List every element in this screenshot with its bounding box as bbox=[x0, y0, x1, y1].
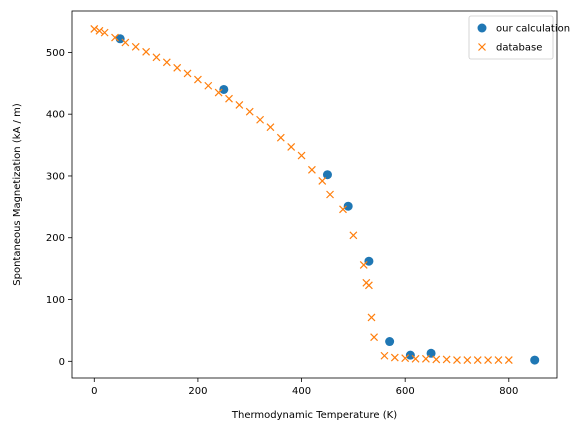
data-point-x bbox=[411, 354, 420, 363]
y-tick-label: 200 bbox=[46, 233, 65, 244]
x-tick-label: 600 bbox=[396, 386, 415, 397]
data-point-circle bbox=[219, 84, 229, 94]
data-point-x bbox=[276, 133, 285, 142]
data-point-x bbox=[111, 33, 119, 42]
plot-marks bbox=[90, 24, 540, 365]
data-point-x bbox=[152, 53, 161, 62]
data-point-x bbox=[367, 313, 376, 322]
data-point-x bbox=[318, 176, 327, 185]
legend: our calculation database bbox=[468, 15, 570, 60]
data-point-circle bbox=[405, 350, 415, 360]
data-point-x bbox=[364, 281, 373, 290]
legend-marker bbox=[477, 23, 487, 33]
x-axis-ticks: 0 200 400 600 800 bbox=[91, 378, 518, 397]
y-axis-ticks: 0 100 200 300 400 500 bbox=[46, 48, 72, 368]
data-point-x bbox=[131, 42, 140, 51]
data-point-x bbox=[442, 355, 451, 364]
data-point-x bbox=[121, 38, 130, 47]
x-axis-label: Thermodynamic Temperature (K) bbox=[231, 410, 397, 421]
legend-label: our calculation bbox=[496, 24, 570, 35]
x-tick-label: 200 bbox=[188, 386, 207, 397]
data-point-x bbox=[100, 28, 109, 37]
y-tick-label: 400 bbox=[46, 110, 65, 121]
data-point-x bbox=[256, 115, 265, 124]
series-database bbox=[90, 24, 513, 365]
data-point-x bbox=[349, 231, 358, 240]
data-point-circle bbox=[343, 201, 353, 211]
legend-items: our calculation database bbox=[477, 23, 570, 54]
data-point-x bbox=[421, 354, 430, 363]
data-point-x bbox=[380, 351, 389, 360]
data-point-x bbox=[401, 354, 410, 363]
data-point-circle bbox=[385, 337, 395, 347]
x-tick-label: 800 bbox=[499, 386, 518, 397]
y-axis-label: Spontaneous Magnetization (kA / m) bbox=[12, 103, 23, 286]
data-point-x bbox=[494, 356, 503, 365]
data-point-x bbox=[504, 356, 513, 365]
data-point-x bbox=[235, 100, 244, 109]
data-point-x bbox=[432, 355, 441, 364]
data-point-x bbox=[204, 81, 213, 90]
x-tick-label: 0 bbox=[91, 386, 97, 397]
data-point-circle bbox=[322, 170, 332, 180]
data-point-x bbox=[359, 261, 368, 269]
data-point-x bbox=[463, 356, 472, 365]
data-point-x bbox=[245, 107, 254, 116]
data-point-x bbox=[214, 88, 223, 97]
data-point-x bbox=[307, 165, 316, 174]
data-point-x bbox=[453, 356, 461, 365]
data-point-x bbox=[287, 143, 296, 151]
legend-marker bbox=[478, 43, 486, 51]
data-point-x bbox=[95, 26, 104, 35]
data-point-x bbox=[326, 190, 334, 199]
data-point-x bbox=[193, 75, 202, 84]
data-point-x bbox=[173, 63, 182, 72]
data-point-x bbox=[183, 69, 192, 78]
data-point-x bbox=[162, 58, 171, 67]
data-point-x bbox=[142, 47, 151, 56]
y-tick-label: 500 bbox=[46, 48, 65, 59]
data-point-x bbox=[297, 151, 306, 160]
data-point-x bbox=[266, 123, 275, 132]
data-point-x bbox=[339, 205, 347, 214]
data-point-x bbox=[90, 24, 99, 33]
data-point-x bbox=[484, 356, 493, 365]
data-point-circle bbox=[364, 256, 374, 266]
data-point-x bbox=[370, 333, 379, 342]
legend-label: database bbox=[496, 43, 542, 54]
y-tick-label: 100 bbox=[46, 295, 65, 306]
data-point-circle bbox=[530, 355, 540, 365]
x-tick-label: 400 bbox=[292, 386, 311, 397]
y-tick-label: 300 bbox=[46, 171, 65, 182]
data-point-x bbox=[473, 356, 482, 365]
data-point-x bbox=[225, 94, 233, 103]
legend-box bbox=[468, 15, 554, 60]
data-point-x bbox=[390, 353, 399, 362]
y-tick-label: 0 bbox=[59, 357, 65, 368]
plot-area-frame bbox=[71, 10, 558, 379]
